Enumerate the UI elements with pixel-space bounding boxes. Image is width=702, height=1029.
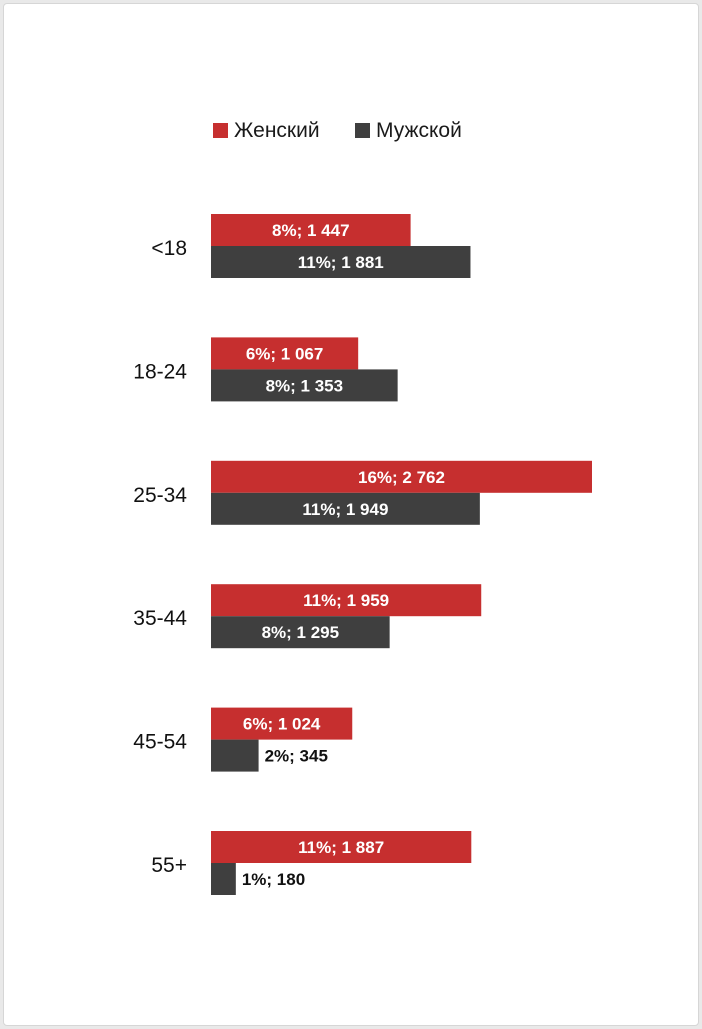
legend-item: Мужской	[355, 119, 462, 142]
legend-item: Женский	[213, 119, 320, 142]
category-label: <18	[151, 237, 187, 260]
data-label: 16%; 2 762	[358, 468, 445, 487]
bar-female	[211, 584, 482, 617]
bar-male	[211, 369, 398, 402]
data-label: 11%; 1 887	[298, 838, 384, 857]
category-label: 25-34	[133, 484, 187, 507]
legend-label: Женский	[234, 119, 320, 142]
category-label: 45-54	[133, 731, 187, 754]
category-label: 55+	[151, 854, 187, 877]
legend-swatch	[355, 123, 370, 138]
bar-female	[211, 831, 472, 863]
data-label: 1%; 180	[242, 870, 305, 889]
bar-female	[211, 337, 359, 370]
data-label: 11%; 1 959	[303, 591, 389, 610]
bar-male	[211, 863, 236, 895]
bar-chart: Женский Мужской <18 8%; 1 447 11%; 1 881 18-2…	[133, 119, 592, 895]
data-label: 11%; 1 881	[298, 253, 384, 272]
legend-label: Мужской	[376, 119, 462, 142]
bar-female	[211, 707, 353, 740]
category-label: 18-24	[133, 360, 187, 383]
data-label: 6%; 1 067	[246, 344, 324, 363]
category-label: 35-44	[133, 607, 187, 630]
data-label: 2%; 345	[265, 747, 328, 766]
data-label: 8%; 1 295	[262, 623, 340, 642]
bar-male	[211, 739, 259, 772]
bar-male	[211, 492, 480, 525]
bar-female	[211, 460, 592, 493]
data-label: 11%; 1 949	[302, 500, 388, 519]
bar-male	[211, 616, 390, 649]
data-label: 8%; 1 353	[266, 376, 344, 395]
chart-card: Женский Мужской <18 8%; 1 447 11%; 1 881 18-2…	[3, 3, 699, 1026]
bar-male	[211, 246, 471, 278]
bar-female	[211, 214, 411, 246]
data-label: 8%; 1 447	[272, 221, 350, 240]
data-label: 6%; 1 024	[243, 715, 321, 734]
legend-swatch	[213, 123, 228, 138]
